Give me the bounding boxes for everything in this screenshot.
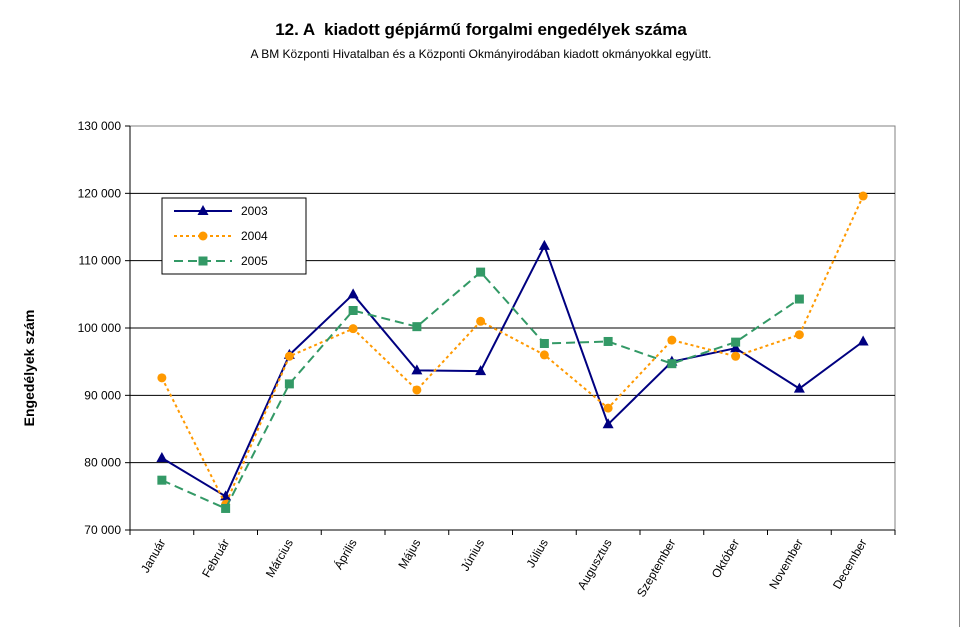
series-group: [156, 191, 869, 513]
data-point-2005: [794, 294, 804, 304]
data-point-2003: [857, 335, 869, 346]
data-point-2005: [539, 338, 549, 348]
data-point-2003: [156, 451, 168, 462]
data-point-2003: [602, 418, 614, 429]
data-point-2003: [347, 288, 359, 299]
y-axis-title: Engedélyek szám: [21, 310, 37, 427]
grid-lines: [129, 125, 896, 531]
legend: 2003 2004 2005: [161, 197, 307, 275]
data-point-2005: [603, 336, 613, 346]
legend-label-2004: 2004: [241, 229, 268, 243]
legend-label-2005: 2005: [241, 254, 268, 268]
legend-box: [161, 197, 307, 275]
data-point-2004: [284, 351, 294, 361]
data-point-2005: [667, 359, 677, 369]
data-point-2005: [731, 337, 741, 347]
x-tick-label: Augusztus: [575, 537, 615, 593]
legend-entry-2005: 2005: [174, 254, 268, 268]
chart-subtitle: A BM Központi Hivatalban és a Központi O…: [250, 47, 712, 61]
legend-label-2003: 2003: [241, 204, 268, 218]
data-point-2004: [731, 351, 741, 361]
data-point-2005: [412, 322, 422, 332]
legend-entry-2004: 2004: [174, 229, 268, 243]
y-tick-label: 70 000: [84, 523, 121, 537]
legend-entry-2003: 2003: [174, 204, 268, 218]
y-tick-label: 100 000: [78, 321, 122, 335]
x-tick-label: Október: [709, 536, 742, 580]
data-point-2005: [476, 267, 486, 277]
data-point-2005: [157, 475, 167, 485]
y-tick-label: 130 000: [78, 119, 122, 133]
data-point-2004: [476, 316, 486, 326]
data-point-2004: [157, 373, 167, 383]
series-line-2004: [161, 195, 865, 506]
data-point-2003: [538, 239, 550, 250]
data-point-2004: [198, 231, 208, 241]
x-tick-label: Március: [263, 537, 296, 580]
x-tick-label: Május: [395, 537, 423, 572]
x-tick-label: December: [830, 537, 870, 592]
data-point-2005: [198, 256, 208, 266]
data-point-2004: [794, 330, 804, 340]
data-point-2004: [412, 385, 422, 395]
data-point-2005: [284, 379, 294, 389]
y-tick-label: 90 000: [84, 388, 121, 402]
series-2005: [157, 267, 804, 513]
x-tick-label: November: [766, 537, 806, 592]
data-point-2004: [667, 335, 677, 345]
data-point-2003: [411, 364, 423, 375]
y-tick-label: 110 000: [79, 254, 122, 268]
data-point-2005: [348, 305, 358, 315]
x-tick-label: Február: [199, 537, 232, 580]
x-tick-label: Szeptember: [634, 537, 678, 600]
data-point-2004: [603, 403, 613, 413]
data-point-2003: [730, 342, 742, 353]
data-point-2004: [858, 191, 868, 201]
data-point-2004: [539, 350, 549, 360]
x-tick-label: Június: [458, 537, 487, 574]
x-tick-label: Április: [330, 536, 359, 572]
chart-title: 12. A kiadott gépjármű forgalmi engedély…: [275, 20, 687, 39]
x-tick-label: Január: [138, 537, 168, 576]
data-point-2003: [197, 205, 209, 215]
y-tick-label: 120 000: [78, 186, 122, 200]
data-point-2003: [475, 365, 487, 376]
data-point-2003: [793, 382, 805, 393]
y-tick-label: 80 000: [84, 456, 121, 470]
data-point-2004: [348, 324, 358, 334]
x-tick-label: Július: [524, 537, 551, 571]
window-edge: [959, 0, 960, 627]
data-point-2005: [221, 503, 231, 513]
